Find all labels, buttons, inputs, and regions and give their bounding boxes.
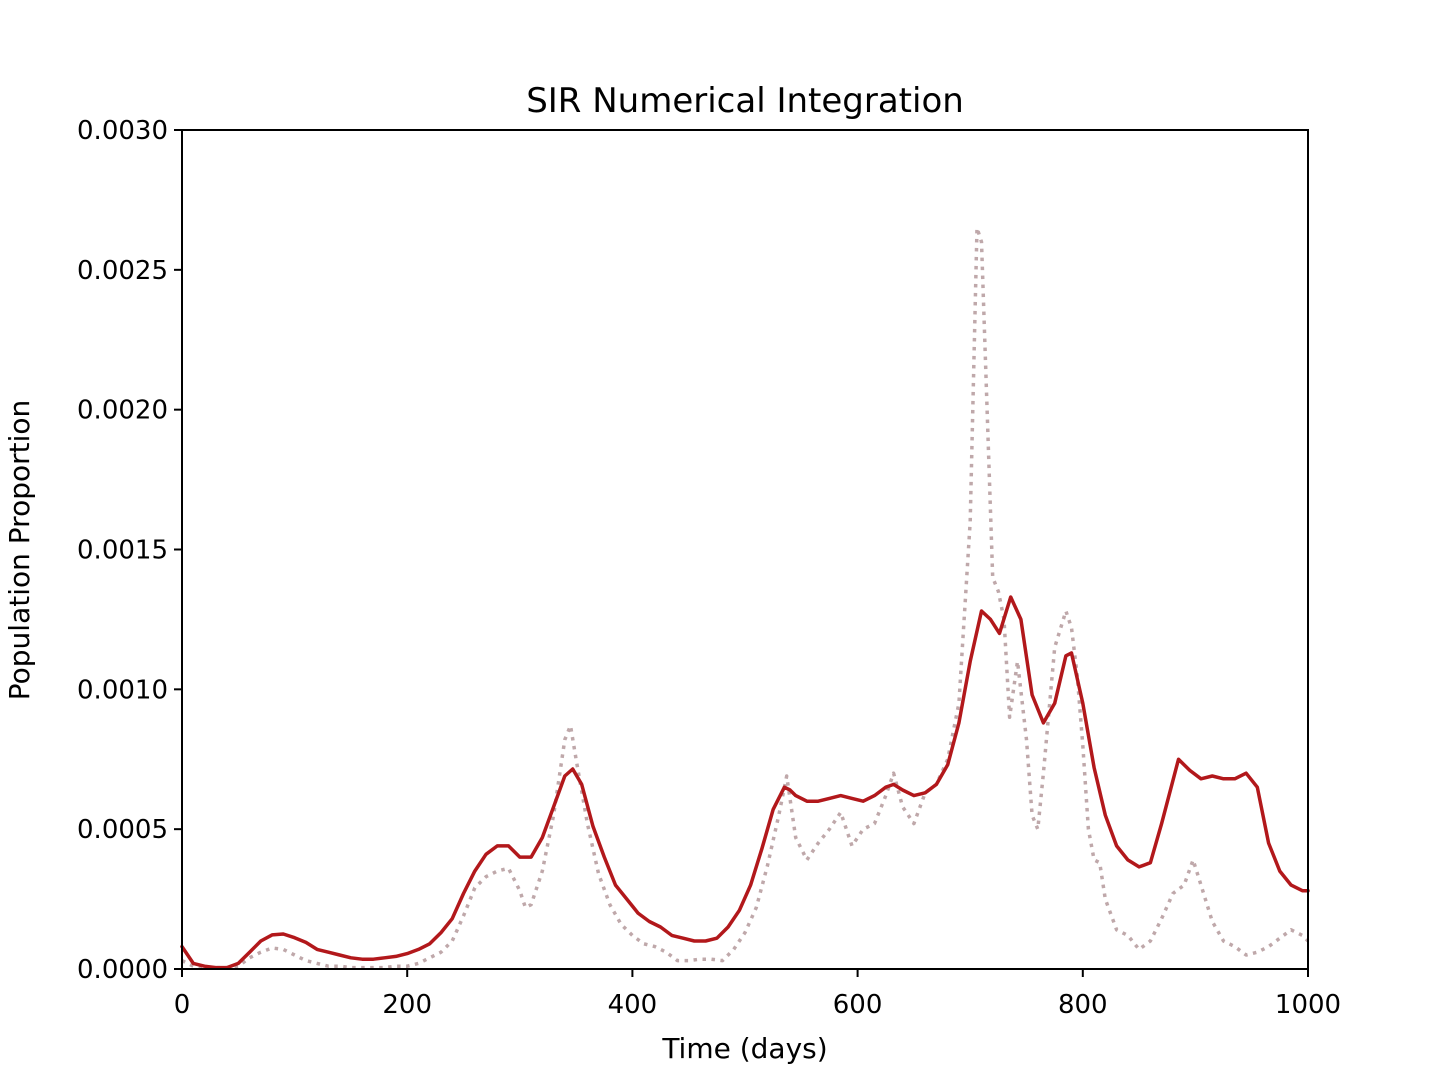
y-axis-label: Population Proportion bbox=[3, 400, 36, 700]
chart-title: SIR Numerical Integration bbox=[526, 81, 964, 121]
x-tick-label: 0 bbox=[174, 990, 191, 1020]
y-tick-label: 0.0025 bbox=[77, 256, 168, 286]
y-tick-label: 0.0005 bbox=[77, 815, 168, 845]
series-line-dotted bbox=[181, 226, 1310, 970]
x-tick-label: 600 bbox=[833, 990, 883, 1020]
x-tick-label: 200 bbox=[382, 990, 432, 1020]
y-tick-label: 0.0000 bbox=[77, 955, 168, 985]
y-tick-label: 0.0015 bbox=[77, 536, 168, 566]
series-layer bbox=[180, 226, 1310, 970]
x-tick-label: 800 bbox=[1058, 990, 1108, 1020]
y-tick-label: 0.0010 bbox=[77, 675, 168, 705]
y-tick-label: 0.0020 bbox=[77, 396, 168, 426]
y-tick-label: 0.0030 bbox=[77, 116, 168, 146]
series-line-solid bbox=[180, 595, 1310, 970]
x-axis-label: Time (days) bbox=[661, 1032, 827, 1065]
x-axis: 0 200 400 600 800 1000 bbox=[174, 969, 1341, 1020]
x-tick-label: 1000 bbox=[1275, 990, 1341, 1020]
x-tick-label: 400 bbox=[608, 990, 658, 1020]
y-axis: 0.0000 0.0005 0.0010 0.0015 0.0020 0.0025 0.00… bbox=[77, 116, 182, 985]
